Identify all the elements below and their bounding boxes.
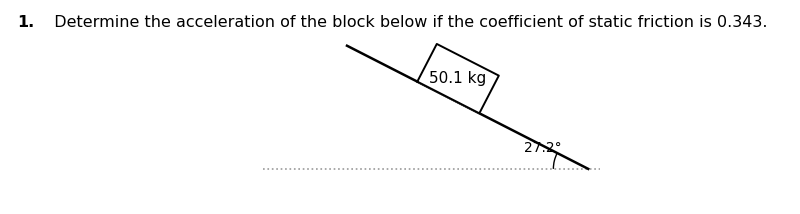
Text: 27.2°: 27.2° xyxy=(525,141,562,155)
Text: Determine the acceleration of the block below if the coefficient of static frict: Determine the acceleration of the block … xyxy=(44,15,767,30)
Text: 50.1 kg: 50.1 kg xyxy=(430,71,486,86)
Polygon shape xyxy=(418,44,499,113)
Text: 1.: 1. xyxy=(18,15,35,30)
